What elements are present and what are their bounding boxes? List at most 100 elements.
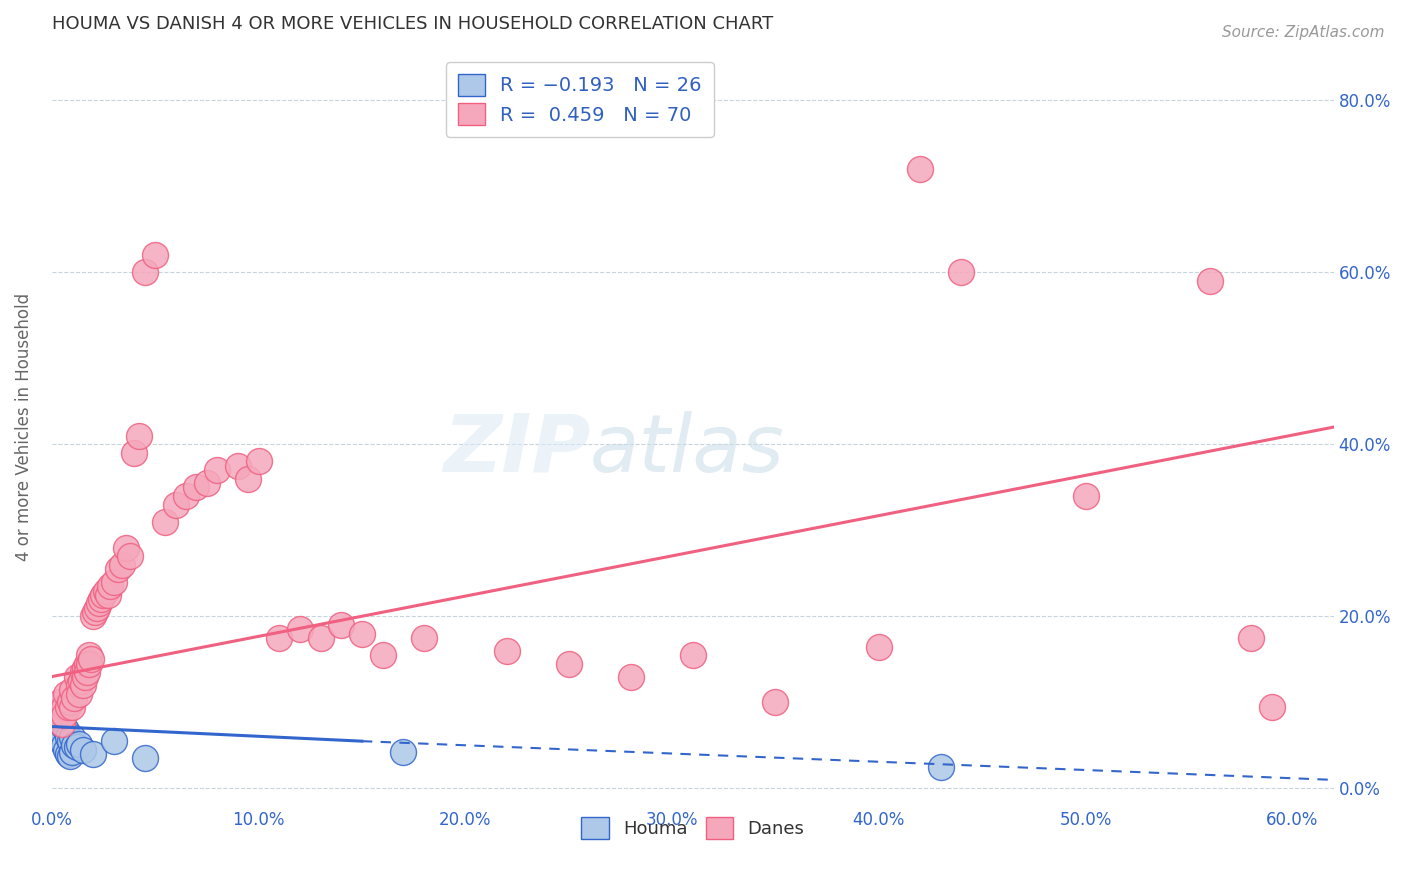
Point	[46, 721, 69, 735]
Point	[63, 739, 86, 753]
Point	[80, 652, 103, 666]
Point	[350, 626, 373, 640]
Point	[82, 747, 104, 761]
Point	[84, 605, 107, 619]
Point	[115, 541, 138, 555]
Point	[103, 734, 125, 748]
Point	[93, 588, 115, 602]
Point	[763, 695, 786, 709]
Point	[55, 723, 77, 737]
Text: atlas: atlas	[591, 411, 785, 489]
Point	[1260, 699, 1282, 714]
Point	[90, 592, 112, 607]
Point	[59, 748, 82, 763]
Point	[868, 640, 890, 654]
Point	[69, 673, 91, 688]
Point	[65, 740, 87, 755]
Point	[77, 648, 100, 662]
Text: ZIP: ZIP	[443, 411, 591, 489]
Point	[63, 691, 86, 706]
Point	[62, 699, 84, 714]
Point	[46, 704, 69, 718]
Point	[103, 574, 125, 589]
Text: Source: ZipAtlas.com: Source: ZipAtlas.com	[1222, 25, 1385, 40]
Point	[682, 648, 704, 662]
Point	[72, 678, 94, 692]
Point	[330, 618, 353, 632]
Point	[59, 695, 82, 709]
Point	[269, 631, 291, 645]
Point	[62, 682, 84, 697]
Point	[128, 428, 150, 442]
Point	[165, 498, 187, 512]
Point	[1074, 489, 1097, 503]
Point	[908, 161, 931, 176]
Point	[62, 730, 84, 744]
Point	[59, 734, 82, 748]
Point	[53, 699, 76, 714]
Point	[49, 725, 72, 739]
Point	[67, 687, 90, 701]
Point	[51, 717, 73, 731]
Point	[371, 648, 394, 662]
Point	[76, 665, 98, 680]
Point	[89, 597, 111, 611]
Point	[49, 695, 72, 709]
Point	[1198, 274, 1220, 288]
Point	[82, 609, 104, 624]
Point	[107, 562, 129, 576]
Point	[392, 745, 415, 759]
Point	[124, 446, 146, 460]
Point	[120, 549, 142, 563]
Legend: Houma, Danes: Houma, Danes	[574, 809, 811, 846]
Point	[111, 558, 134, 572]
Point	[72, 743, 94, 757]
Point	[67, 737, 90, 751]
Point	[94, 583, 117, 598]
Point	[77, 657, 100, 671]
Point	[55, 687, 77, 701]
Point	[950, 265, 973, 279]
Point	[46, 730, 69, 744]
Point	[49, 708, 72, 723]
Point	[51, 734, 73, 748]
Point	[226, 458, 249, 473]
Point	[238, 472, 260, 486]
Point	[174, 489, 197, 503]
Point	[55, 743, 77, 757]
Point	[134, 751, 156, 765]
Point	[73, 670, 96, 684]
Point	[53, 720, 76, 734]
Point	[72, 665, 94, 680]
Point	[929, 760, 952, 774]
Point	[155, 515, 177, 529]
Point	[557, 657, 579, 671]
Point	[288, 622, 311, 636]
Point	[58, 730, 80, 744]
Point	[309, 631, 332, 645]
Point	[205, 463, 228, 477]
Point	[65, 670, 87, 684]
Point	[620, 670, 643, 684]
Point	[195, 475, 218, 490]
Point	[413, 631, 436, 645]
Point	[53, 739, 76, 753]
Point	[62, 745, 84, 759]
Point	[1240, 631, 1263, 645]
Point	[143, 248, 166, 262]
Point	[134, 265, 156, 279]
Point	[97, 588, 120, 602]
Point	[495, 644, 517, 658]
Point	[247, 454, 270, 468]
Point	[98, 579, 121, 593]
Point	[58, 699, 80, 714]
Point	[53, 708, 76, 723]
Point	[76, 657, 98, 671]
Point	[86, 600, 108, 615]
Point	[45, 713, 67, 727]
Point	[58, 747, 80, 761]
Point	[186, 480, 208, 494]
Point	[51, 717, 73, 731]
Point	[73, 661, 96, 675]
Text: HOUMA VS DANISH 4 OR MORE VEHICLES IN HOUSEHOLD CORRELATION CHART: HOUMA VS DANISH 4 OR MORE VEHICLES IN HO…	[52, 15, 773, 33]
